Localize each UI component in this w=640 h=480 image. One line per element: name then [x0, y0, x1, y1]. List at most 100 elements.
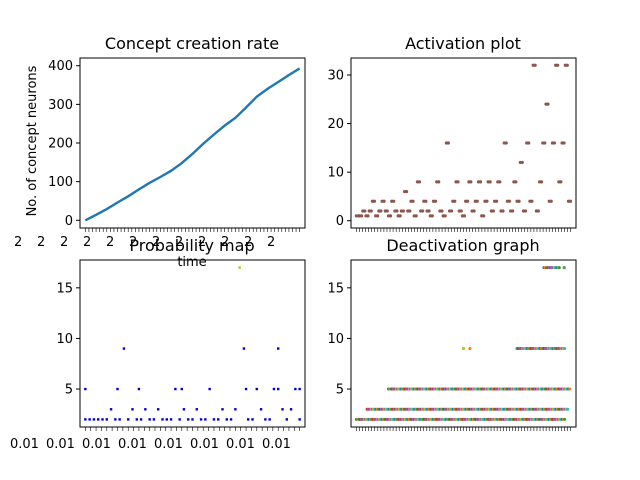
probability-point	[139, 418, 143, 421]
activation-point	[475, 199, 479, 203]
activation-point	[530, 199, 534, 203]
ytick-label: 30	[327, 69, 344, 84]
activation-point	[372, 199, 377, 203]
activation-point	[568, 199, 573, 203]
creation-axes-frame	[79, 57, 306, 229]
title-probability-map: Probability map	[129, 236, 254, 255]
deactivation-point	[563, 417, 567, 421]
activation-point	[462, 214, 467, 218]
activation-point	[424, 199, 428, 203]
xtick-label: 2	[129, 235, 137, 250]
activation-point	[408, 209, 412, 213]
probability-point	[148, 418, 151, 421]
activation-point	[498, 180, 502, 184]
xtick-label: 2	[152, 235, 160, 250]
activation-point	[401, 209, 405, 213]
ytick-label: 15	[327, 281, 344, 296]
ytick-label: 10	[327, 166, 344, 181]
probability-point	[191, 418, 194, 421]
probability-point	[242, 347, 246, 350]
title-deactivation-graph: Deactivation graph	[386, 236, 539, 255]
activation-point	[527, 141, 531, 145]
activation-point	[369, 209, 373, 213]
activation-point	[549, 199, 553, 203]
activation-point	[494, 199, 499, 203]
subplot-activation-plot: Activation plot 0 10 20 30	[327, 34, 577, 232]
deactivation-ticks: 5 10 15	[327, 281, 571, 431]
activation-point	[485, 199, 489, 203]
activation-point	[427, 209, 431, 213]
activation-point	[433, 199, 438, 203]
activation-point	[443, 214, 447, 218]
probability-point	[122, 347, 126, 350]
ylabel-concept-neurons: No. of concept neurons	[25, 65, 40, 216]
creation-marks	[84, 67, 301, 222]
xtick-label: 2	[83, 235, 91, 250]
activation-point	[379, 209, 383, 213]
xtick-label: 0.01	[10, 437, 39, 452]
activation-point	[366, 214, 370, 218]
activation-point	[543, 141, 547, 145]
probability-point	[116, 387, 119, 391]
xlabel-time: time	[177, 255, 206, 270]
probability-point	[127, 418, 130, 421]
subplot-probability-map: Probability map 5 10 15 0.01 0.01 0.01 0.01 0.0…	[10, 236, 306, 452]
ytick-label: 5	[65, 383, 73, 398]
probability-point	[101, 418, 104, 421]
probability-point	[187, 418, 190, 421]
activation-point	[511, 209, 515, 213]
activation-point	[501, 209, 505, 213]
probability-point	[109, 408, 113, 411]
activation-point	[446, 141, 450, 145]
probability-point	[84, 387, 87, 391]
probability-point	[97, 418, 100, 421]
activation-point	[398, 214, 402, 218]
activation-point	[507, 199, 512, 203]
xtick-label: 2	[37, 235, 45, 250]
activation-axes-frame	[350, 57, 577, 229]
deactivation-point	[568, 387, 572, 391]
ytick-label: 100	[48, 175, 73, 190]
activation-point	[395, 209, 399, 213]
activation-point	[517, 199, 521, 203]
probability-point	[277, 347, 280, 350]
activation-point	[392, 199, 396, 203]
probability-point	[247, 418, 250, 421]
activation-point	[430, 214, 434, 218]
activation-point	[440, 209, 444, 213]
ytick-label: 0	[336, 214, 344, 229]
probability-point	[259, 408, 263, 411]
activation-point	[466, 199, 470, 203]
deactivation-point	[566, 407, 570, 411]
activation-point	[359, 214, 364, 218]
activation-point	[385, 209, 389, 213]
probability-point	[225, 418, 228, 421]
ytick-label: 10	[56, 332, 73, 347]
activation-ticks: 0 10 20 30	[327, 69, 571, 232]
activation-point	[404, 189, 409, 194]
activation-point	[478, 180, 483, 184]
probability-point	[298, 418, 301, 421]
probability-point	[84, 418, 87, 421]
deactivation-point	[562, 265, 566, 270]
probability-point	[208, 387, 211, 391]
probability-point	[294, 387, 297, 391]
probability-point	[135, 418, 138, 421]
xtick-label: 0.01	[190, 437, 219, 452]
xtick-label: 2	[244, 235, 252, 250]
ytick-label: 15	[56, 281, 73, 296]
ytick-label: 20	[327, 117, 344, 132]
activation-point	[453, 199, 457, 203]
probability-ticks: 5 10 15 0.01 0.01 0.01 0.01 0.01 0.01 0.01 0.01	[10, 281, 300, 452]
probability-point	[238, 266, 241, 269]
ytick-label: 400	[48, 59, 73, 74]
series-line-concept-neurons	[84, 67, 301, 222]
xtick-label: 2	[267, 235, 275, 250]
activation-point	[469, 180, 473, 184]
probability-point	[221, 408, 224, 411]
activation-point	[421, 209, 425, 213]
probability-point	[212, 418, 216, 421]
probability-point	[217, 418, 220, 421]
deactivation-point	[557, 266, 561, 270]
